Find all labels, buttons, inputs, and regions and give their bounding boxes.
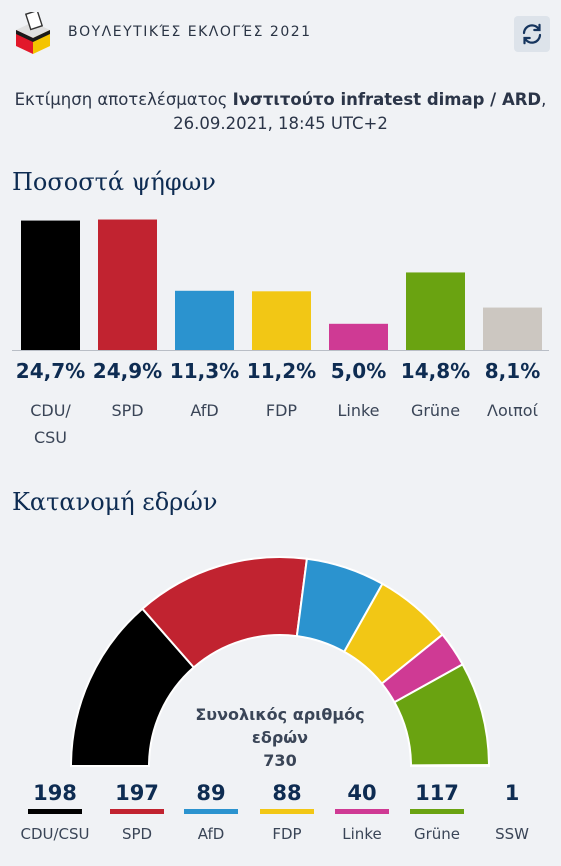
seats-title: Κατανομή εδρών	[12, 488, 218, 516]
seat-party-label-cdu-csu: CDU/CSU	[20, 825, 89, 843]
category-label-linke: Linke	[337, 401, 379, 420]
category-label-afd: AfD	[190, 401, 218, 420]
estimate-prefix: Εκτίμηση αποτελέσματος	[14, 90, 233, 109]
seat-party-label-spd: SPD	[122, 825, 152, 843]
bar-afd	[175, 290, 234, 350]
seat-color-bar-afd	[184, 809, 238, 814]
bar-fdp	[252, 291, 311, 350]
seat-distribution-chart: Συνολικός αριθμός εδρών 730 198 CDU/CSU 197 SP…	[20, 556, 529, 843]
seat-party-label-grüne: Grüne	[414, 825, 460, 843]
seat-count-spd: 197	[115, 781, 159, 805]
seat-color-bar-cdu-csu	[28, 809, 82, 814]
bar-cdu-csu	[21, 220, 80, 350]
seat-count-cdu-csu: 198	[33, 781, 77, 805]
category-label-grüne: Grüne	[411, 401, 460, 420]
seat-color-bar-fdp	[260, 809, 314, 814]
seat-party-label-fdp: FDP	[272, 825, 301, 843]
app-title: ΒΟΥΛΕΥΤΙΚΈΣ ΕΚΛΟΓΈΣ 2021	[68, 24, 312, 40]
seat-count-grüne: 117	[415, 781, 459, 805]
value-label-cdu-csu: 24,7%	[16, 359, 85, 383]
refresh-icon	[522, 23, 542, 45]
seat-color-bar-spd	[110, 809, 164, 814]
vote-share-chart: 24,7% CDU/CSU 24,9% SPD 11,3% AfD 11,2% FDP 5,0%…	[12, 219, 549, 447]
seat-count-fdp: 88	[272, 781, 301, 805]
category-label-cdu-csu-2: CSU	[34, 428, 67, 447]
header: ΒΟΥΛΕΥΤΙΚΈΣ ΕΚΛΟΓΈΣ 2021	[0, 0, 561, 66]
category-label-spd: SPD	[111, 401, 143, 420]
bar-λοιποί	[483, 307, 542, 350]
seat-count-linke: 40	[347, 781, 376, 805]
seat-party-label-ssw: SSW	[495, 825, 529, 843]
estimate-suffix: ,	[541, 90, 547, 109]
refresh-button[interactable]	[514, 16, 550, 52]
total-seats-value: 730	[263, 751, 296, 770]
bar-grüne	[406, 272, 465, 350]
estimate-source: Ινστιτούτο infratest dimap / ARD	[232, 90, 542, 109]
bar-linke	[329, 323, 388, 350]
seat-color-bar-linke	[335, 809, 389, 814]
total-seats-label-1: Συνολικός αριθμός	[195, 705, 364, 724]
value-label-spd: 24,9%	[93, 359, 162, 383]
value-label-afd: 11,3%	[170, 359, 239, 383]
seat-color-bar-grüne	[410, 809, 464, 814]
value-label-λοιποί: 8,1%	[485, 359, 540, 383]
value-label-fdp: 11,2%	[247, 359, 316, 383]
category-label-fdp: FDP	[266, 401, 298, 420]
estimate-info: Εκτίμηση αποτελέσματος Ινστιτούτο infrat…	[0, 88, 561, 136]
seat-party-label-linke: Linke	[342, 825, 381, 843]
estimate-datetime: 26.09.2021, 18:45 UTC+2	[173, 114, 388, 133]
seat-party-label-afd: AfD	[198, 825, 225, 843]
ballot-box-logo	[16, 12, 50, 54]
category-label-λοιποί: Λοιποί	[487, 401, 539, 420]
seat-count-afd: 89	[196, 781, 225, 805]
seat-count-ssw: 1	[505, 781, 520, 805]
bar-spd	[98, 219, 157, 350]
category-label-cdu-csu-1: CDU/	[30, 401, 71, 420]
total-seats-label-2: εδρών	[252, 728, 308, 747]
value-label-linke: 5,0%	[331, 359, 386, 383]
value-label-grüne: 14,8%	[401, 359, 470, 383]
seat-segment-ssw	[409, 764, 491, 767]
votes-title: Ποσοστά ψήφων	[12, 168, 216, 196]
